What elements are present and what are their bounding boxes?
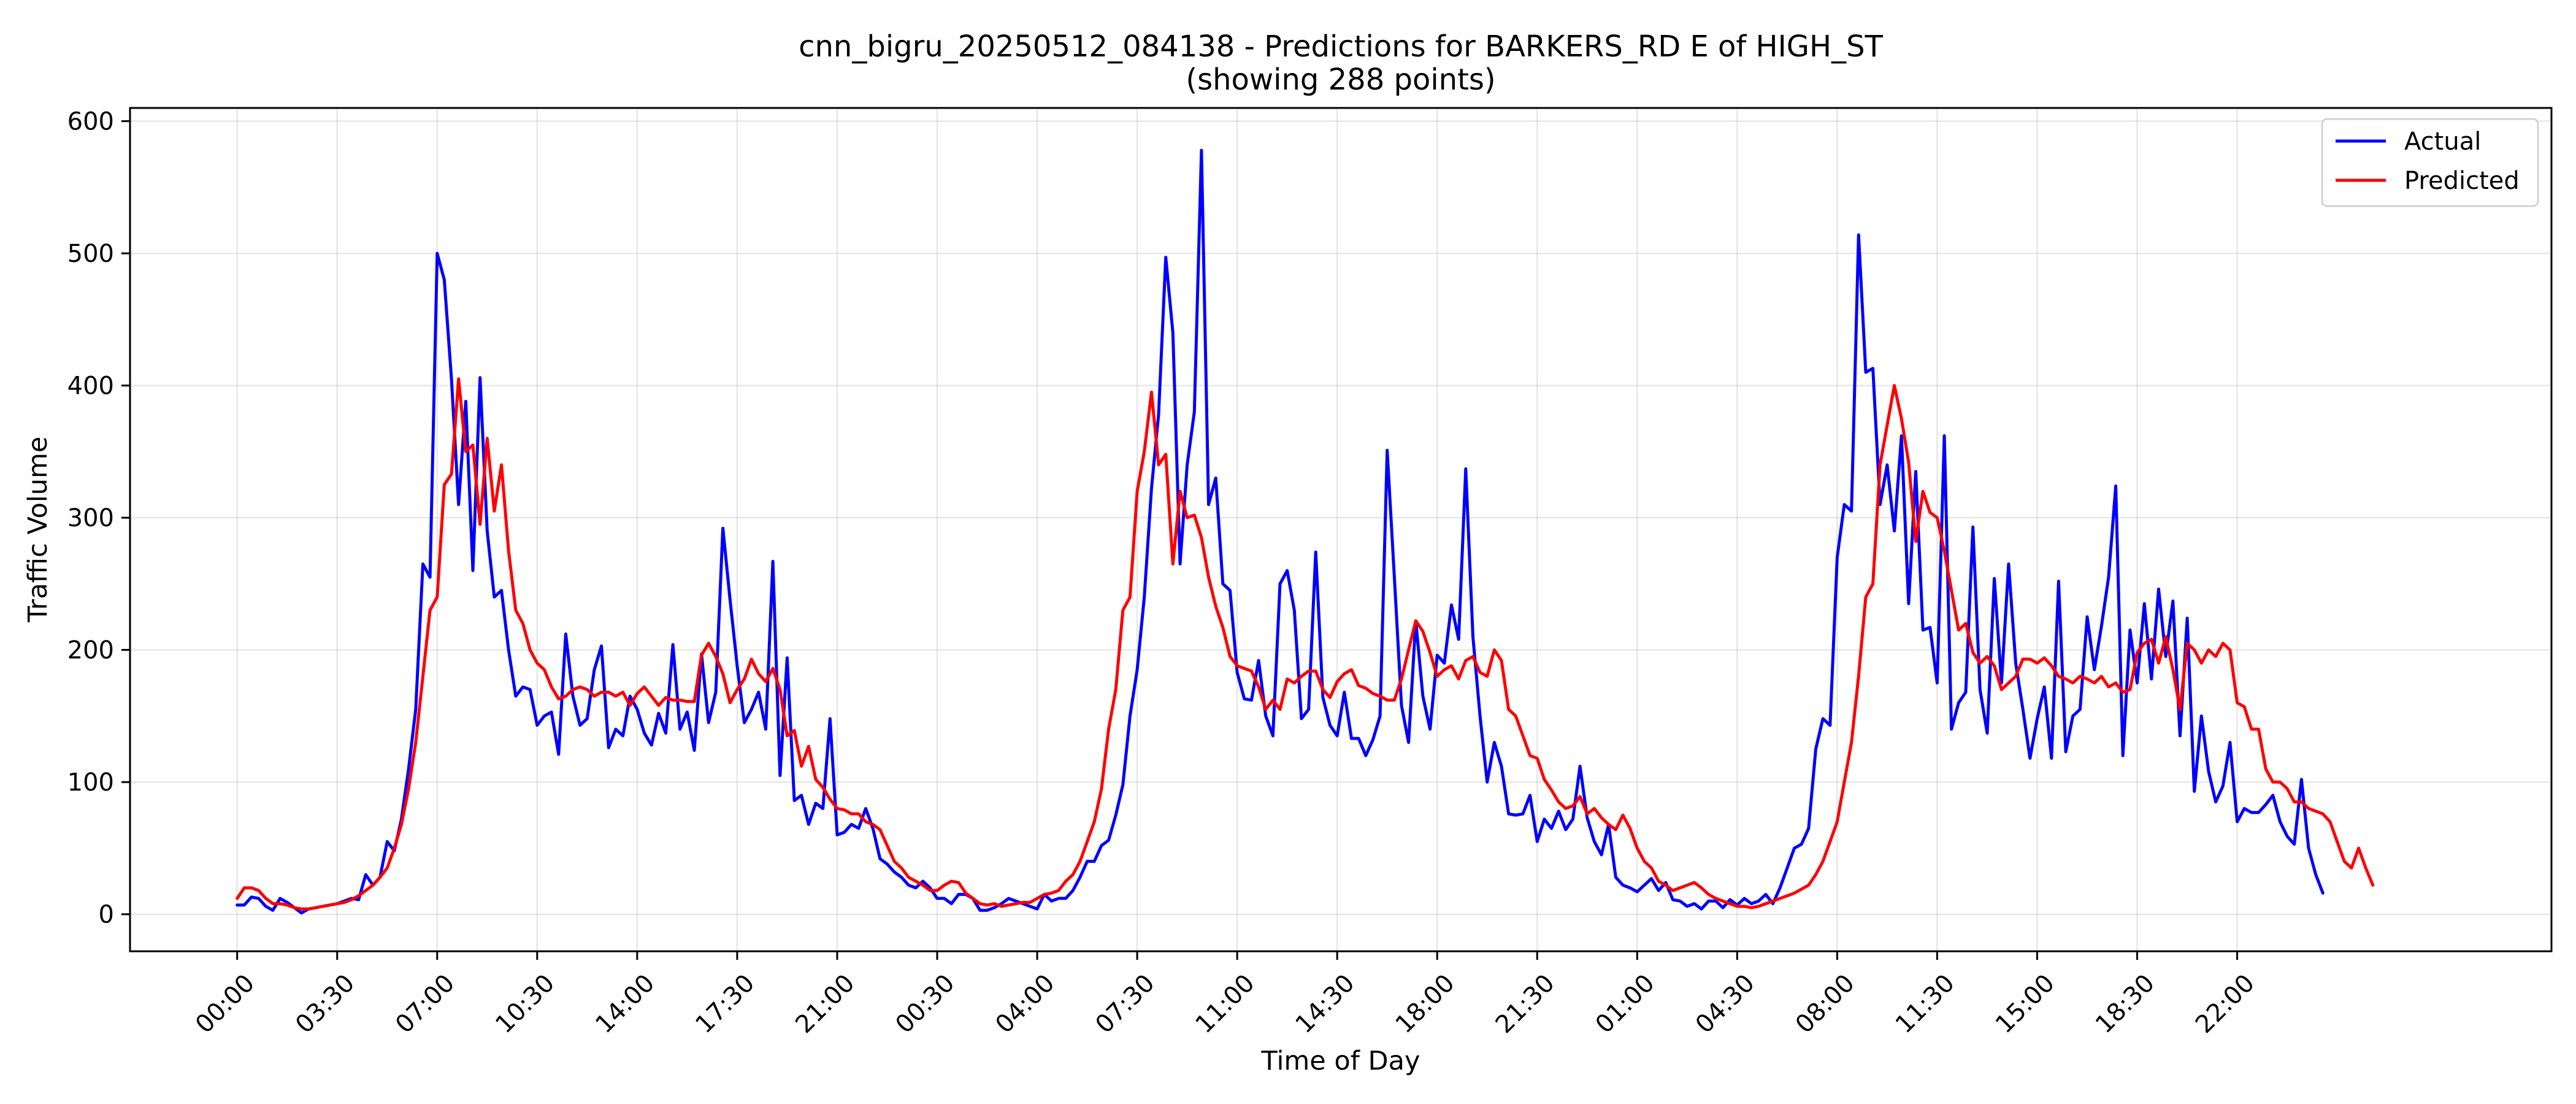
x-tick-label: 08:00	[1790, 969, 1860, 1039]
y-tick-label: 0	[99, 901, 114, 929]
x-tick-label: 07:30	[1090, 969, 1160, 1039]
y-tick-label: 200	[67, 637, 114, 665]
chart-title-line1: cnn_bigru_20250512_084138 - Predictions …	[799, 29, 1883, 64]
y-axis-ticks: 0 100 200 300 400 500 600	[67, 108, 130, 929]
x-tick-label: 00:30	[890, 969, 960, 1039]
y-tick-label: 300	[67, 504, 114, 532]
y-tick-label: 100	[67, 769, 114, 797]
x-tick-label: 11:00	[1190, 969, 1260, 1039]
legend: Actual Predicted	[2321, 118, 2539, 207]
chart-title-line2: (showing 288 points)	[1186, 63, 1495, 97]
series-line-actual	[236, 148, 2325, 914]
plot-frame	[129, 107, 2553, 953]
x-tick-label: 04:00	[990, 969, 1060, 1039]
y-axis-label: Traffic Volume	[23, 437, 53, 623]
x-tick-label: 00:00	[190, 969, 260, 1039]
x-tick-label: 07:00	[390, 969, 460, 1039]
x-tick-label: 18:30	[2090, 969, 2160, 1039]
y-tick-label: 600	[67, 108, 114, 136]
x-tick-label: 14:00	[590, 969, 660, 1039]
x-tick-label: 22:00	[2190, 969, 2260, 1039]
x-tick-label: 03:30	[290, 969, 360, 1039]
x-axis-ticks: 00:00 03:30 07:00 10:30 14:00 17:30 21:00 00:30…	[190, 951, 2260, 1039]
x-tick-label: 17:30	[690, 969, 760, 1039]
x-tick-label: 11:30	[1890, 969, 1960, 1039]
x-tick-label: 01:00	[1590, 969, 1660, 1039]
x-tick-label: 21:00	[790, 969, 860, 1039]
x-tick-label: 10:30	[490, 969, 560, 1039]
y-tick-label: 400	[67, 372, 114, 401]
legend-label-actual: Actual	[2404, 128, 2481, 156]
x-tick-label: 04:30	[1690, 969, 1760, 1039]
x-tick-label: 15:00	[1990, 969, 2060, 1039]
y-tick-label: 500	[67, 240, 114, 268]
plot-title: cnn_bigru_20250512_084138 - Predictions …	[799, 29, 1883, 97]
grid-lines	[130, 108, 2551, 951]
x-tick-label: 18:00	[1390, 969, 1460, 1039]
x-tick-label: 21:30	[1490, 969, 1560, 1039]
series-line-predicted	[236, 377, 2375, 911]
x-axis-label: Time of Day	[1261, 1046, 1420, 1076]
series-layer	[236, 148, 2375, 914]
x-tick-label: 14:30	[1290, 969, 1360, 1039]
legend-label-predicted: Predicted	[2404, 167, 2520, 195]
